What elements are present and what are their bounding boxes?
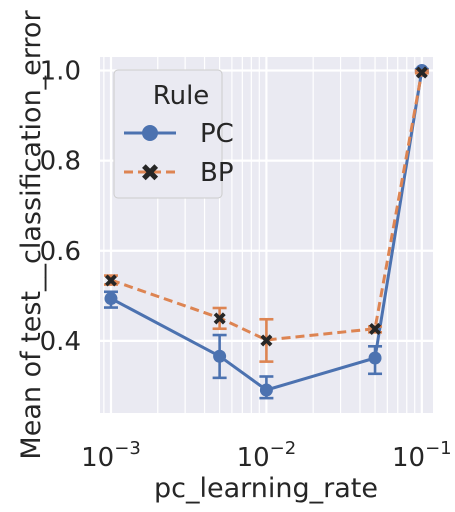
legend-entry-pc: PC: [124, 119, 234, 149]
data-point-bp: ✖: [414, 63, 429, 84]
legend-entry-bp: ✖ BP: [124, 158, 234, 188]
data-point-pc: [213, 349, 227, 363]
y-tick-label: 0.6: [40, 237, 81, 267]
error-bar-bp: [103, 274, 118, 286]
series-layer: ✖ ✖ ✖ ✖ ✖: [103, 63, 429, 400]
x-tick-label: 10−2: [237, 438, 297, 473]
legend-marker-pc: [142, 125, 158, 141]
data-point-pc: [104, 292, 118, 306]
y-axis-label: Mean of test__classification_error: [16, 10, 47, 460]
y-tick-label: 0.4: [40, 327, 81, 357]
legend-marker-bp: ✖: [140, 159, 160, 187]
y-tick-labels: 0.4 0.6 0.8 1.0: [40, 57, 81, 357]
legend-label-bp: BP: [200, 158, 234, 188]
x-axis-label: pc_learning_rate: [154, 473, 378, 504]
error-bar-bp: [368, 325, 383, 334]
y-tick-label: 0.8: [40, 147, 81, 177]
data-point-bp: ✖: [367, 320, 382, 341]
legend-title: Rule: [153, 81, 210, 111]
legend: Rule PC ✖ BP: [113, 69, 234, 199]
error-bar-bp: [259, 317, 274, 363]
data-point-pc: [368, 351, 382, 365]
data-point-bp: ✖: [212, 309, 227, 330]
series-pc: [103, 64, 429, 400]
x-tick-label: 10−3: [81, 438, 141, 473]
y-tick-label: 1.0: [40, 57, 81, 87]
x-tick-label: 10−1: [392, 438, 452, 473]
x-tick-labels: 10−3 10−2 10−1: [81, 438, 451, 473]
data-point-bp: ✖: [259, 331, 274, 352]
series-line-bp: [110, 71, 424, 342]
series-bp: ✖ ✖ ✖ ✖ ✖: [103, 63, 429, 363]
data-point-bp: ✖: [103, 271, 118, 292]
data-point-pc: [259, 383, 273, 397]
legend-label-pc: PC: [200, 119, 234, 149]
